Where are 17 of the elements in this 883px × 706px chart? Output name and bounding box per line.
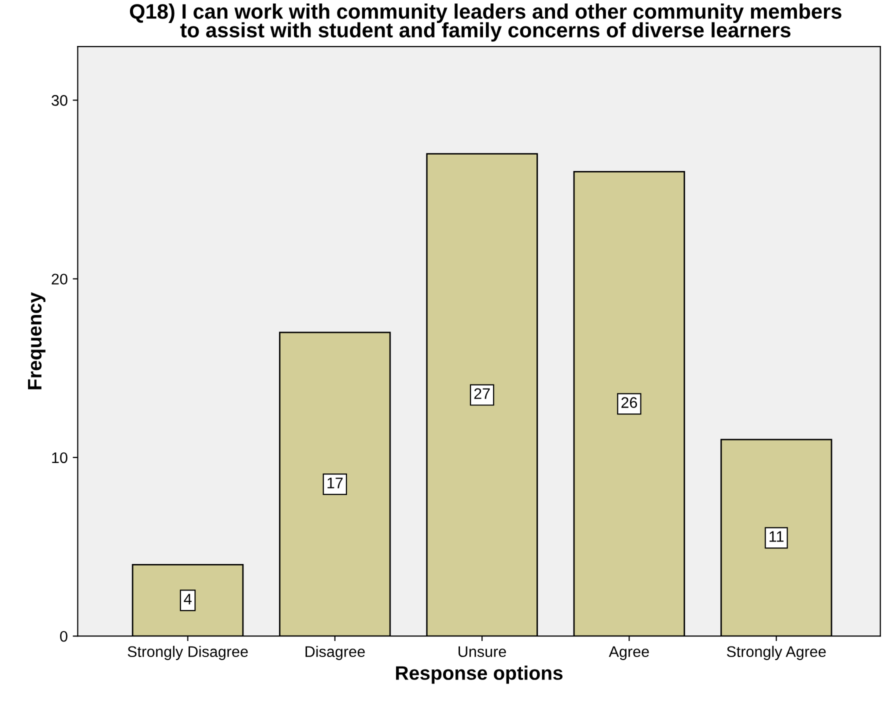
y-tick-label: 10: [52, 452, 68, 464]
y-tick-label: 0: [60, 630, 68, 642]
y-tick-label: 20: [52, 274, 68, 285]
data-label: 4: [184, 594, 192, 604]
data-label: 17: [328, 478, 343, 488]
data-label: 27: [474, 388, 490, 399]
y-axis-title: Frequency: [28, 292, 46, 390]
y-tick-label: 30: [52, 95, 68, 106]
x-tick-label: Unsure: [458, 646, 506, 658]
x-tick-label: Strongly Disagree: [128, 646, 248, 660]
data-label: 26: [621, 397, 638, 408]
x-axis-title: Response options: [396, 666, 563, 684]
data-label: 11: [770, 531, 784, 542]
chart-title: Q18) I can work with community leaders and other community members to assist with student and family concerns of diverse learners: [130, 4, 842, 42]
x-tick-label: Agree: [608, 646, 649, 660]
x-tick-label: Strongly Agree: [726, 646, 826, 660]
x-tick-label: Disagree: [306, 646, 365, 660]
